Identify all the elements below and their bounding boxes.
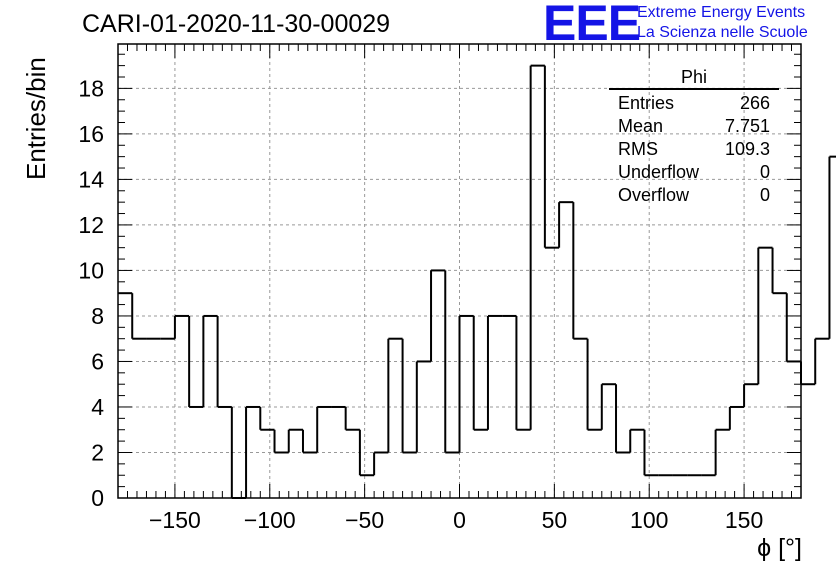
x-axis-label: ϕ [°]: [757, 534, 802, 562]
y-tick-labels: 0 2 4 6 8 10 12 14 16 18: [78, 75, 104, 511]
chart-title: CARI-01-2020-11-30-00029: [82, 10, 391, 38]
stats-value: 266: [739, 93, 770, 113]
y-tick-label: 2: [91, 439, 104, 465]
brand-line-2: La Scienza nelle Scuole: [637, 24, 808, 41]
stats-value: 0: [759, 162, 770, 182]
y-tick-label: 4: [91, 394, 104, 420]
x-tick-label: −150: [149, 507, 201, 533]
x-tick-labels: −150 −100 −50 0 50 100 150: [149, 507, 763, 533]
x-tick-label: 100: [630, 507, 668, 533]
y-tick-label: 8: [91, 303, 104, 329]
axis-ticks: [118, 44, 801, 499]
stats-value: 7.751: [724, 116, 770, 136]
y-tick-label: 10: [78, 257, 104, 283]
stats-label: Mean: [618, 116, 664, 136]
x-tick-label: 150: [725, 507, 763, 533]
y-tick-label: 6: [91, 348, 104, 374]
stats-row-overflow: Overflow 0: [609, 184, 779, 207]
eee-logo: EEE: [543, 0, 641, 51]
stats-box: Phi Entries 266 Mean 7.751 RMS 109.3 Und…: [609, 66, 779, 207]
x-tick-label: 0: [453, 507, 466, 533]
x-tick-label: 50: [542, 507, 568, 533]
x-tick-label: −50: [345, 507, 384, 533]
stats-title: Phi: [609, 66, 779, 90]
stats-label: Underflow: [618, 162, 700, 182]
y-tick-label: 14: [78, 166, 104, 192]
y-axis-label: Entries/bin: [21, 57, 51, 180]
stats-row-underflow: Underflow 0: [609, 161, 779, 184]
stats-label: Entries: [618, 93, 675, 113]
y-tick-label: 16: [78, 121, 104, 147]
stats-row-mean: Mean 7.751: [609, 115, 779, 138]
y-tick-label: 0: [91, 485, 104, 511]
brand-text: Extreme Energy Events La Scienza nelle S…: [637, 3, 808, 43]
stats-value: 0: [759, 185, 770, 205]
stats-row-rms: RMS 109.3: [609, 138, 779, 161]
brand-line-1: Extreme Energy Events: [637, 4, 806, 21]
y-tick-label: 12: [78, 212, 104, 238]
x-tick-label: −100: [244, 507, 296, 533]
stats-value: 109.3: [724, 139, 770, 159]
stats-label: Overflow: [618, 185, 690, 205]
histogram-series: [118, 64, 836, 499]
stats-row-entries: Entries 266: [609, 92, 779, 115]
y-tick-label: 18: [78, 75, 104, 101]
stats-label: RMS: [618, 139, 658, 159]
